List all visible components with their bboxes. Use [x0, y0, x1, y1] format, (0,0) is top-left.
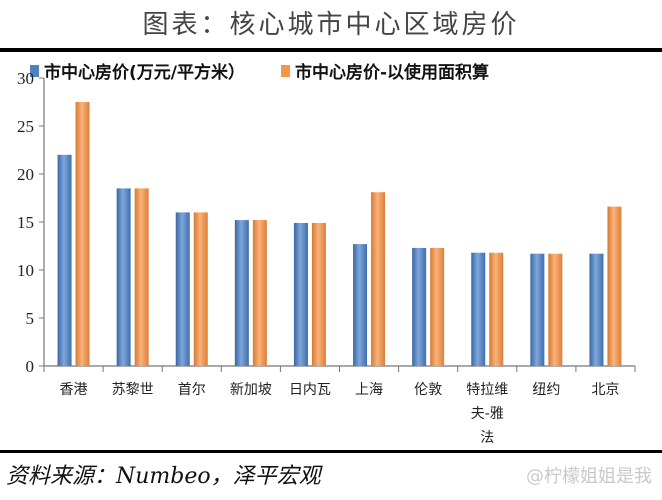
- chart-title: 图表：核心城市中心区域房价: [142, 10, 520, 40]
- y-tick-label: 20: [17, 165, 34, 184]
- legend-swatch-blue: [30, 64, 39, 77]
- bar-orange: [75, 102, 90, 366]
- x-category-label: 纽约: [532, 382, 560, 398]
- watermark: @柠檬姐姐是我: [526, 466, 652, 487]
- y-tick-label: 5: [26, 309, 35, 328]
- x-category-label: 夫-雅: [471, 406, 504, 422]
- bar-orange: [193, 212, 208, 366]
- bar-orange: [311, 222, 326, 366]
- x-category-label: 新加坡: [230, 382, 272, 398]
- x-category-label: 北京: [591, 382, 619, 398]
- bar-blue: [471, 252, 486, 366]
- bar-blue: [175, 212, 190, 366]
- bar-blue: [116, 188, 131, 366]
- y-tick-label: 30: [17, 69, 34, 88]
- x-category-label: 香港: [60, 382, 88, 398]
- x-category-label: 日内瓦: [289, 382, 331, 398]
- bar-orange: [252, 220, 267, 366]
- x-category-label: 首尔: [178, 382, 206, 398]
- source-note: 资料来源：Numbeo，泽平宏观: [6, 464, 321, 489]
- x-category-label: 苏黎世: [112, 382, 154, 398]
- bar-blue: [412, 247, 427, 366]
- bottom-divider: [0, 450, 662, 453]
- x-category-label: 伦敦: [414, 382, 442, 398]
- bar-orange: [548, 253, 563, 366]
- legend-label: 市中心房价(万元/平方米）: [44, 63, 245, 83]
- y-tick-label: 15: [17, 213, 34, 232]
- bar-orange: [134, 188, 149, 366]
- legend-swatch-orange: [280, 64, 290, 77]
- bar-blue: [353, 244, 368, 366]
- y-tick-label: 10: [17, 261, 34, 280]
- y-tick-label: 25: [17, 117, 34, 136]
- bar-orange: [371, 192, 386, 366]
- bar-blue: [293, 222, 308, 366]
- top-divider: [0, 48, 662, 52]
- bar-blue: [589, 253, 604, 366]
- bar-blue: [57, 154, 72, 366]
- bar-orange: [607, 206, 622, 366]
- legend-item-series-2: 市中心房价-以使用面积算: [280, 58, 490, 83]
- bars: [57, 102, 622, 366]
- bar-orange: [489, 252, 504, 366]
- bar-blue: [530, 253, 545, 366]
- bar-blue: [234, 220, 249, 366]
- legend-item-series-1: 市中心房价(万元/平方米）: [30, 58, 245, 83]
- x-category-label: 特拉维: [466, 382, 508, 398]
- bar-orange: [430, 247, 445, 366]
- x-category-label: 法: [480, 430, 494, 446]
- legend: 市中心房价(万元/平方米） 市中心房价-以使用面积算: [30, 58, 525, 83]
- x-category-label: 上海: [355, 382, 383, 398]
- legend-label: 市中心房价-以使用面积算: [294, 63, 490, 83]
- y-tick-label: 0: [26, 357, 35, 376]
